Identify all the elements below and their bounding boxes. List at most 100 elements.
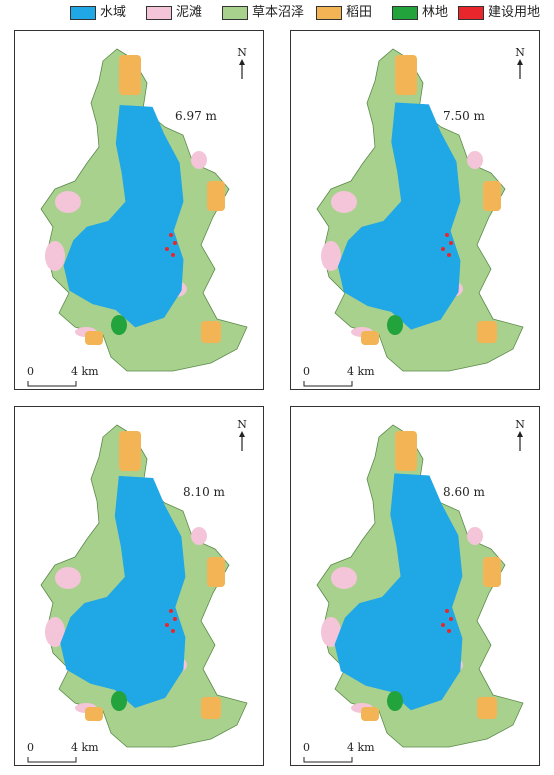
built-up-dot xyxy=(171,629,175,633)
built-up-dot xyxy=(445,609,449,613)
paddy-field xyxy=(395,431,417,471)
scale-start: 0 xyxy=(303,365,310,378)
built-up-dot xyxy=(447,629,451,633)
water-body xyxy=(337,102,461,330)
legend-swatch-mudflat xyxy=(146,6,172,20)
scale-end: 4 km xyxy=(71,741,99,754)
mudflat-patch xyxy=(321,617,341,647)
paddy-field xyxy=(119,55,141,95)
scale-bar: 0 4 km xyxy=(303,741,375,765)
legend-label-mudflat: 泥滩 xyxy=(176,5,203,20)
mudflat-patch xyxy=(467,527,483,545)
north-letter: N xyxy=(515,418,525,431)
built-up-dot xyxy=(173,617,177,621)
mudflat-patch xyxy=(331,191,357,213)
water-level-label: 7.50 m xyxy=(443,109,485,123)
mudflat-patch xyxy=(321,241,341,271)
paddy-field xyxy=(477,321,497,343)
forest-patch xyxy=(111,691,127,711)
paddy-field xyxy=(119,431,141,471)
mudflat-patch xyxy=(45,617,65,647)
mudflat-patch xyxy=(191,527,207,545)
built-up-dot xyxy=(445,233,449,237)
north-letter: N xyxy=(237,46,247,59)
scale-end: 4 km xyxy=(347,365,375,378)
built-up-dot xyxy=(169,233,173,237)
mudflat-patch xyxy=(191,151,207,169)
map-panel-4: 8.60 m N 0 4 km xyxy=(290,406,540,766)
paddy-field xyxy=(201,321,221,343)
water-level-label: 8.60 m xyxy=(443,485,485,499)
legend-label-forest: 林地 xyxy=(422,5,449,20)
built-up-dot xyxy=(449,241,453,245)
north-letter: N xyxy=(237,418,247,431)
paddy-field xyxy=(85,707,103,721)
built-up-dot xyxy=(173,241,177,245)
paddy-field xyxy=(201,697,221,719)
arrow-up-icon xyxy=(517,431,523,451)
legend-swatch-built-up xyxy=(458,6,484,20)
legend-label-marsh: 草本沼泽 xyxy=(252,5,305,20)
water-level-label: 8.10 m xyxy=(183,485,225,499)
lake-map xyxy=(40,48,248,372)
arrow-up-icon xyxy=(239,59,245,79)
scale-end: 4 km xyxy=(347,741,375,754)
scale-end: 4 km xyxy=(71,365,99,378)
scale-bar: 0 4 km xyxy=(303,365,375,389)
built-up-dot xyxy=(169,609,173,613)
map-panel-3: 8.10 m N 0 4 km xyxy=(14,406,264,766)
paddy-field xyxy=(361,707,379,721)
built-up-dot xyxy=(449,617,453,621)
map-panel-2: 7.50 m N 0 4 km xyxy=(290,30,540,390)
lake-map xyxy=(316,424,524,748)
mudflat-patch xyxy=(55,191,81,213)
lake-map xyxy=(40,424,248,748)
water-body xyxy=(60,475,186,708)
paddy-field xyxy=(85,331,103,345)
scale-start: 0 xyxy=(27,365,34,378)
mudflat-patch xyxy=(467,151,483,169)
legend-label-built-up: 建设用地 xyxy=(488,5,541,20)
mudflat-patch xyxy=(55,567,81,589)
scale-start: 0 xyxy=(303,741,310,754)
map-legend: 水域 泥滩 草本沼泽 稻田 林地 建设用地 xyxy=(0,0,554,26)
scale-line xyxy=(303,381,353,387)
built-up-dot xyxy=(171,253,175,257)
built-up-dot xyxy=(165,247,169,251)
forest-patch xyxy=(387,691,403,711)
mudflat-patch xyxy=(331,567,357,589)
built-up-dot xyxy=(441,247,445,251)
paddy-field xyxy=(361,331,379,345)
legend-swatch-water xyxy=(70,6,96,20)
paddy-field xyxy=(207,557,225,587)
north-arrow: N xyxy=(235,46,249,79)
scale-start: 0 xyxy=(27,741,34,754)
water-body xyxy=(63,104,184,328)
legend-label-paddy: 稻田 xyxy=(346,5,373,20)
paddy-field xyxy=(477,697,497,719)
forest-patch xyxy=(111,315,127,335)
north-arrow: N xyxy=(513,418,527,451)
scale-bar: 0 4 km xyxy=(27,365,99,389)
built-up-dot xyxy=(165,623,169,627)
water-body xyxy=(334,473,463,711)
paddy-field xyxy=(483,181,501,211)
scale-line xyxy=(27,757,77,763)
scale-line xyxy=(303,757,353,763)
north-arrow: N xyxy=(235,418,249,451)
north-letter: N xyxy=(515,46,525,59)
arrow-up-icon xyxy=(239,431,245,451)
forest-patch xyxy=(387,315,403,335)
built-up-dot xyxy=(441,623,445,627)
legend-label-water: 水域 xyxy=(100,5,127,20)
water-level-label: 6.97 m xyxy=(175,109,217,123)
arrow-up-icon xyxy=(517,59,523,79)
legend-swatch-paddy xyxy=(316,6,342,20)
paddy-field xyxy=(395,55,417,95)
built-up-dot xyxy=(447,253,451,257)
legend-swatch-marsh xyxy=(222,6,248,20)
scale-bar: 0 4 km xyxy=(27,741,99,765)
map-panel-1: 6.97 m N 0 4 km xyxy=(14,30,264,390)
north-arrow: N xyxy=(513,46,527,79)
paddy-field xyxy=(483,557,501,587)
